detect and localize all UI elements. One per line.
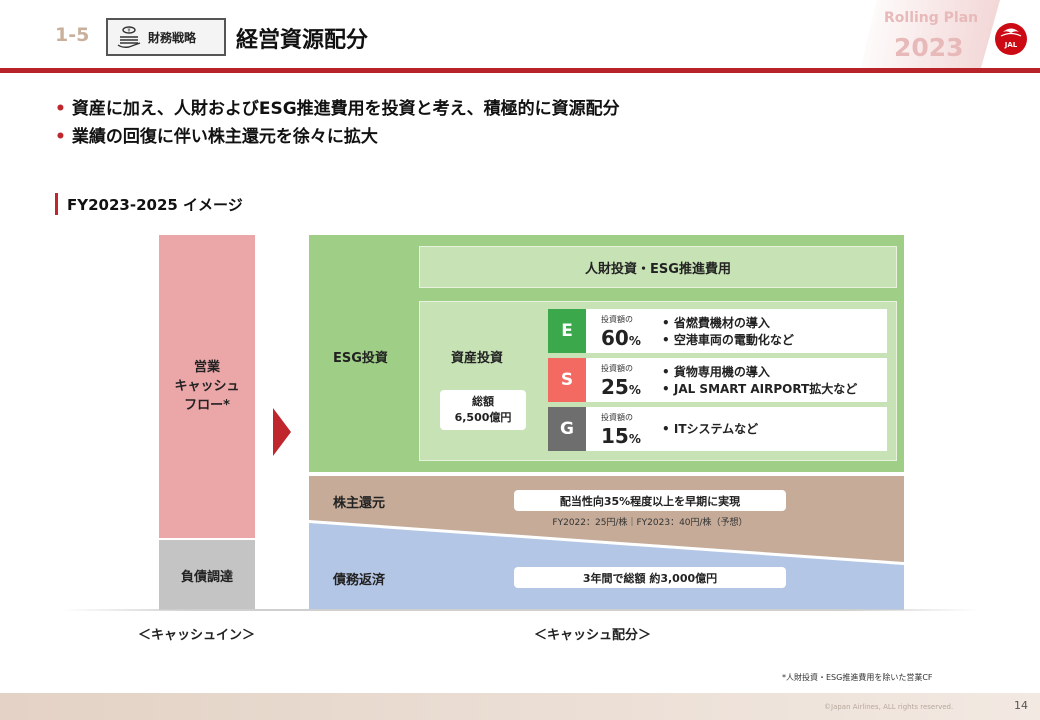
svg-text:JAL: JAL [1004, 41, 1018, 49]
esg-row-items: • 貨物専用機の導入 • JAL SMART AIRPORT拡大など [662, 365, 858, 396]
money-stack-icon: ¥ [117, 26, 141, 48]
esg-row-social: S 投資額の 25% • 貨物専用機の導入 • JAL SMART AIRPOR… [548, 358, 887, 402]
arrow-right-icon [273, 408, 291, 456]
page-number: 14 [1014, 699, 1028, 712]
bullet-dot: • [55, 127, 66, 147]
cash-in-caption: ＜キャッシュイン＞ [138, 628, 256, 643]
category-badge-label: 財務戦略 [148, 30, 197, 45]
header-divider [0, 68, 1040, 73]
footer-band [0, 693, 1040, 720]
pct-caption: 投資額の [601, 413, 633, 422]
cash-allocation-caption: ＜キャッシュ配分＞ [534, 628, 652, 643]
debt-financing-label: 負債調達 [180, 569, 233, 585]
section-title: FY2023-2025 イメージ [67, 196, 243, 214]
section-marker [55, 193, 58, 215]
baseline-divider [60, 609, 980, 611]
debt-financing-block: 負債調達 [159, 540, 255, 610]
dividend-note: FY2022：25円/株｜FY2023：40円/株（予想） [552, 518, 748, 528]
pct-caption: 投資額の [601, 364, 633, 373]
debt-repayment-box: 3年間で総額 約3,000億円 [514, 567, 786, 588]
operating-cash-flow-label: 営業 キャッシュ フロー* [174, 360, 240, 413]
copyright: ©Japan Airlines, ALL rights reserved. [824, 703, 954, 711]
debt-repayment-area [309, 523, 904, 610]
page-title: 経営資源配分 [236, 28, 369, 53]
esg-row-items: • ITシステムなど [662, 422, 759, 436]
total-investment-box: 総額 6,500億円 [440, 390, 526, 430]
bullet-dot: • [55, 99, 66, 119]
pct-value: 15% [601, 424, 641, 448]
asset-investment-label: 資産投資 [451, 351, 504, 366]
bullet-item: • 資産に加え、人財およびESG推進費用を投資と考え、積極的に資源配分 [55, 99, 620, 119]
footnote: *人財投資・ESG推進費用を除いた営業CF [782, 673, 933, 682]
rolling-plan-label: Rolling Plan [884, 10, 979, 26]
hr-esg-expense-box: 人財投資・ESG推進費用 [419, 246, 897, 288]
section-number: 1-5 [55, 24, 90, 46]
operating-cash-flow-block: 営業 キャッシュ フロー* [159, 235, 255, 538]
esg-letter: S [548, 358, 586, 402]
esg-row-items: • 省燃費機材の導入 • 空港車両の電動化など [662, 316, 794, 347]
debt-repayment-label: 債務返済 [333, 573, 386, 588]
category-badge: ¥ 財務戦略 [106, 18, 226, 56]
pct-value: 60% [601, 326, 641, 350]
shareholder-return-box: 配当性向35%程度以上を早期に実現 [514, 490, 786, 511]
pct-caption: 投資額の [601, 315, 633, 324]
bullet-item: • 業績の回復に伴い株主還元を徐々に拡大 [55, 127, 378, 147]
esg-row-environment: E 投資額の 60% • 省燃費機材の導入 • 空港車両の電動化など [548, 309, 887, 353]
esg-investment-label: ESG投資 [333, 351, 388, 366]
esg-row-governance: G 投資額の 15% • ITシステムなど [548, 407, 887, 451]
esg-letter: G [548, 407, 586, 451]
svg-text:¥: ¥ [127, 28, 130, 34]
rolling-plan-year: 2023 [894, 33, 964, 62]
shareholder-return-label: 株主還元 [333, 496, 386, 511]
plan-wedge-decoration [860, 0, 1000, 70]
pct-value: 25% [601, 375, 641, 399]
esg-letter: E [548, 309, 586, 353]
jal-crane-logo-icon: JAL [995, 23, 1027, 55]
